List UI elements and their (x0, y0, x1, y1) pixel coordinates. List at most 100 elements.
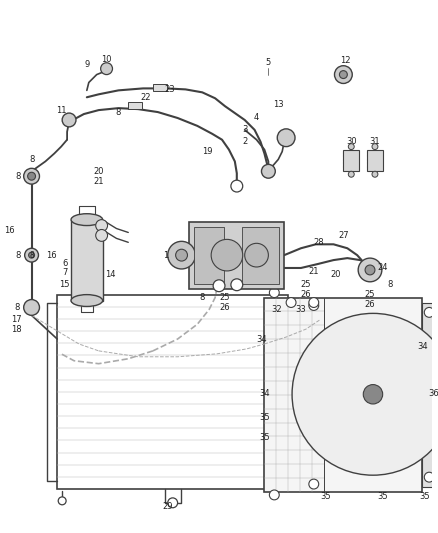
Circle shape (309, 297, 319, 308)
Text: 30: 30 (346, 137, 357, 146)
Circle shape (424, 308, 434, 317)
Circle shape (58, 497, 66, 505)
Text: 34: 34 (417, 342, 427, 351)
Text: 12: 12 (340, 56, 350, 65)
Text: 6: 6 (63, 259, 68, 268)
Circle shape (277, 129, 295, 147)
Text: 2: 2 (242, 137, 247, 146)
Text: 20: 20 (93, 167, 104, 176)
Circle shape (168, 241, 195, 269)
Circle shape (335, 66, 352, 84)
Text: 31: 31 (370, 137, 380, 146)
Text: 35: 35 (259, 414, 270, 423)
Text: 9: 9 (84, 60, 89, 69)
Circle shape (213, 280, 225, 292)
Circle shape (309, 301, 319, 310)
Text: 8: 8 (15, 172, 21, 181)
Circle shape (286, 297, 296, 308)
Bar (242, 227, 279, 284)
Circle shape (25, 248, 39, 262)
Bar (128, 102, 142, 109)
Text: 8: 8 (387, 280, 392, 289)
Text: 33: 33 (296, 305, 306, 314)
Text: 29: 29 (162, 502, 173, 511)
Bar (343, 150, 359, 171)
Circle shape (168, 498, 177, 508)
Circle shape (211, 239, 243, 271)
Text: 28: 28 (314, 238, 324, 247)
Text: 8: 8 (116, 108, 121, 117)
Text: 13: 13 (273, 100, 283, 109)
Text: 8: 8 (29, 251, 34, 260)
Circle shape (348, 171, 354, 177)
Text: 21: 21 (93, 176, 104, 185)
Text: 14: 14 (105, 270, 116, 279)
Text: 24: 24 (378, 263, 388, 272)
Circle shape (339, 71, 347, 78)
Text: 26: 26 (300, 290, 311, 299)
Text: 15: 15 (59, 280, 69, 289)
Bar (194, 227, 224, 284)
Text: 17: 17 (11, 315, 22, 324)
Text: 26: 26 (220, 303, 230, 312)
Text: 1: 1 (163, 251, 168, 260)
Text: 35: 35 (419, 492, 430, 502)
Bar (71, 220, 102, 301)
Text: 34: 34 (256, 335, 267, 344)
Text: 20: 20 (330, 270, 341, 279)
Circle shape (424, 472, 434, 482)
Text: 25: 25 (365, 290, 375, 299)
Text: 8: 8 (29, 155, 34, 164)
Text: 10: 10 (101, 55, 112, 64)
Circle shape (24, 168, 39, 184)
Bar (153, 84, 167, 91)
Text: 3: 3 (242, 125, 247, 134)
Circle shape (96, 220, 108, 231)
Circle shape (292, 313, 438, 475)
Circle shape (28, 252, 35, 258)
Text: 25: 25 (300, 280, 311, 289)
Text: 26: 26 (365, 300, 375, 309)
Circle shape (96, 230, 108, 241)
Text: 8: 8 (15, 251, 21, 260)
Text: 21: 21 (308, 268, 319, 277)
Circle shape (176, 249, 187, 261)
Circle shape (62, 113, 76, 127)
Text: 32: 32 (271, 305, 282, 314)
Circle shape (261, 164, 276, 178)
Circle shape (24, 300, 39, 316)
Text: 23: 23 (164, 85, 175, 94)
Ellipse shape (71, 214, 102, 225)
Text: 8: 8 (200, 293, 205, 302)
Circle shape (309, 479, 319, 489)
Bar (190, 222, 284, 289)
Circle shape (231, 279, 243, 290)
Text: 19: 19 (202, 147, 212, 156)
Text: 16: 16 (46, 251, 57, 260)
Circle shape (269, 288, 279, 297)
Circle shape (348, 144, 354, 150)
Circle shape (101, 63, 113, 75)
Circle shape (269, 490, 279, 500)
Text: 7: 7 (63, 269, 68, 277)
Text: 8: 8 (14, 303, 19, 312)
Text: 35: 35 (259, 433, 270, 442)
Text: 36: 36 (429, 389, 438, 398)
Text: 5: 5 (266, 58, 271, 67)
Text: 16: 16 (4, 226, 15, 235)
Bar (265, 297, 422, 492)
Text: 18: 18 (11, 325, 22, 334)
Text: 35: 35 (378, 492, 388, 502)
Circle shape (372, 171, 378, 177)
Circle shape (365, 265, 375, 275)
Text: 22: 22 (141, 93, 151, 102)
Bar (57, 295, 288, 489)
Text: 4: 4 (254, 112, 259, 122)
Text: 27: 27 (338, 231, 349, 240)
Circle shape (372, 144, 378, 150)
Circle shape (358, 258, 382, 282)
Bar (422, 303, 436, 487)
Circle shape (231, 180, 243, 192)
Text: 11: 11 (56, 106, 67, 115)
Circle shape (363, 385, 383, 404)
